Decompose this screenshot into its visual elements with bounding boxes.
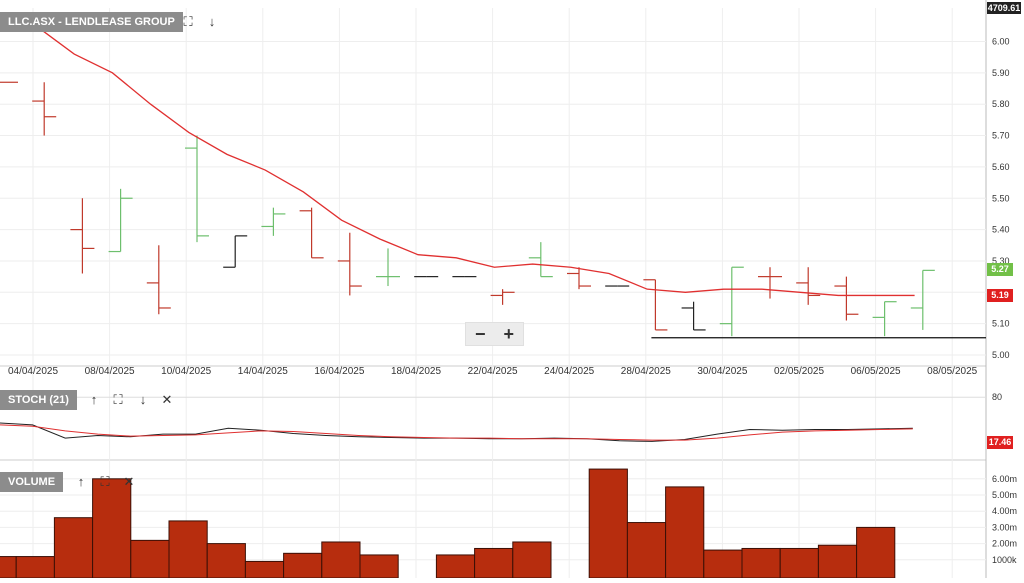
top-axis-value: 4709.61 bbox=[987, 2, 1021, 14]
volume-bar bbox=[168, 520, 208, 579]
ohlc-bar bbox=[719, 266, 744, 337]
stoch-panel-label[interactable]: STOCH (21) bbox=[0, 390, 77, 410]
x-tick-label: 28/04/2025 bbox=[621, 366, 671, 377]
price-panel-label[interactable]: LLC.ASX - LENDLEASE GROUP bbox=[0, 12, 183, 32]
volume-bar bbox=[474, 547, 514, 579]
volume-bar bbox=[512, 541, 552, 579]
volume-tick-label: 6.00m bbox=[992, 474, 1017, 484]
volume-bar bbox=[588, 468, 628, 579]
ohlc-bar bbox=[834, 276, 859, 321]
x-tick-label: 18/04/2025 bbox=[391, 366, 441, 377]
ohlc-bar bbox=[32, 82, 57, 136]
close-icon[interactable]: ✕ bbox=[161, 392, 173, 407]
volume-bar bbox=[435, 554, 476, 579]
volume-bar bbox=[53, 517, 94, 579]
arrow-up-icon[interactable]: ↑ bbox=[77, 474, 85, 489]
volume-bar bbox=[856, 526, 896, 579]
volume-tick-label: 1000k bbox=[992, 555, 1017, 565]
volume-panel-label[interactable]: VOLUME bbox=[0, 472, 64, 492]
volume-bar bbox=[779, 547, 819, 579]
arrow-down-icon[interactable]: ↓ bbox=[208, 14, 216, 29]
ohlc-bar bbox=[223, 235, 248, 268]
ohlc-bar bbox=[70, 198, 95, 274]
ohlc-bar bbox=[910, 269, 935, 330]
volume-tick-label: 3.00m bbox=[992, 522, 1017, 532]
x-tick-label: 06/05/2025 bbox=[851, 366, 901, 377]
moving-average-line bbox=[35, 25, 915, 297]
y-tick-label: 5.00 bbox=[992, 350, 1010, 360]
ohlc-bar bbox=[337, 232, 362, 296]
ohlc-bar bbox=[146, 245, 171, 315]
y-tick-label: 5.80 bbox=[992, 99, 1010, 109]
arrow-down-icon[interactable]: ↓ bbox=[139, 392, 147, 407]
expand-icon[interactable]: ⛶ bbox=[100, 474, 110, 489]
ohlc-bar bbox=[108, 188, 133, 253]
volume-bar bbox=[206, 543, 246, 579]
expand-icon[interactable]: ⛶ bbox=[113, 392, 123, 407]
volume-bar bbox=[130, 539, 170, 579]
stoch-line bbox=[0, 424, 913, 441]
ohlc-bar bbox=[567, 267, 591, 290]
x-tick-label: 22/04/2025 bbox=[468, 366, 518, 377]
ohlc-bar bbox=[528, 242, 553, 278]
moving-average-flag: 5.19 bbox=[987, 289, 1013, 302]
x-tick-label: 14/04/2025 bbox=[238, 366, 288, 377]
volume-bar bbox=[359, 554, 399, 579]
x-tick-label: 30/04/2025 bbox=[697, 366, 747, 377]
volume-bar bbox=[0, 556, 17, 579]
ohlc-bar bbox=[796, 267, 821, 305]
y-tick-label: 5.70 bbox=[992, 131, 1010, 141]
ohlc-bar bbox=[490, 289, 515, 305]
y-tick-label: 5.60 bbox=[992, 162, 1010, 172]
ohlc-bar bbox=[185, 135, 209, 243]
volume-bar bbox=[244, 560, 285, 579]
stoch-line bbox=[0, 422, 913, 442]
volume-bar bbox=[283, 552, 323, 579]
x-tick-label: 08/04/2025 bbox=[85, 366, 135, 377]
ohlc-bar bbox=[376, 248, 400, 287]
volume-bar bbox=[665, 486, 705, 579]
stoch-value-flag: 17.46 bbox=[987, 436, 1013, 449]
y-tick-label: 5.50 bbox=[992, 193, 1010, 203]
stoch-level-label: 80 bbox=[992, 392, 1003, 402]
x-tick-label: 10/04/2025 bbox=[161, 366, 211, 377]
volume-tick-label: 4.00m bbox=[992, 506, 1017, 516]
y-tick-label: 5.90 bbox=[992, 68, 1010, 78]
close-icon[interactable]: ✕ bbox=[123, 474, 135, 489]
x-tick-label: 02/05/2025 bbox=[774, 366, 824, 377]
volume-bar bbox=[703, 549, 743, 579]
volume-bar bbox=[741, 547, 781, 579]
zoom-in-button[interactable]: + bbox=[503, 324, 514, 344]
ohlc-bar bbox=[643, 279, 668, 331]
ohlc-bar bbox=[261, 207, 286, 236]
last-price-flag: 5.27 bbox=[987, 263, 1013, 276]
ohlc-bar bbox=[872, 301, 897, 337]
volume-bar bbox=[321, 541, 361, 579]
zoom-control: − + bbox=[465, 322, 524, 346]
x-tick-label: 04/04/2025 bbox=[8, 366, 58, 377]
ohlc-bar bbox=[758, 267, 782, 299]
x-tick-label: 08/05/2025 bbox=[927, 366, 977, 377]
ohlc-bar bbox=[299, 207, 324, 259]
x-tick-label: 16/04/2025 bbox=[314, 366, 364, 377]
volume-tick-label: 2.00m bbox=[992, 539, 1017, 549]
expand-icon[interactable]: ⛶ bbox=[183, 14, 193, 29]
volume-tick-label: 5.00m bbox=[992, 490, 1017, 500]
y-tick-label: 5.30 bbox=[992, 256, 1010, 266]
volume-bar bbox=[92, 478, 132, 579]
x-tick-label: 24/04/2025 bbox=[544, 366, 594, 377]
zoom-out-button[interactable]: − bbox=[474, 324, 486, 344]
volume-bar bbox=[817, 544, 858, 579]
y-tick-label: 6.00 bbox=[992, 37, 1010, 47]
arrow-up-icon[interactable]: ↑ bbox=[90, 392, 98, 407]
ohlc-bar bbox=[681, 301, 706, 331]
volume-bar bbox=[15, 556, 55, 579]
volume-bar bbox=[626, 522, 667, 579]
y-tick-label: 5.10 bbox=[992, 319, 1010, 329]
y-tick-label: 5.40 bbox=[992, 225, 1010, 235]
